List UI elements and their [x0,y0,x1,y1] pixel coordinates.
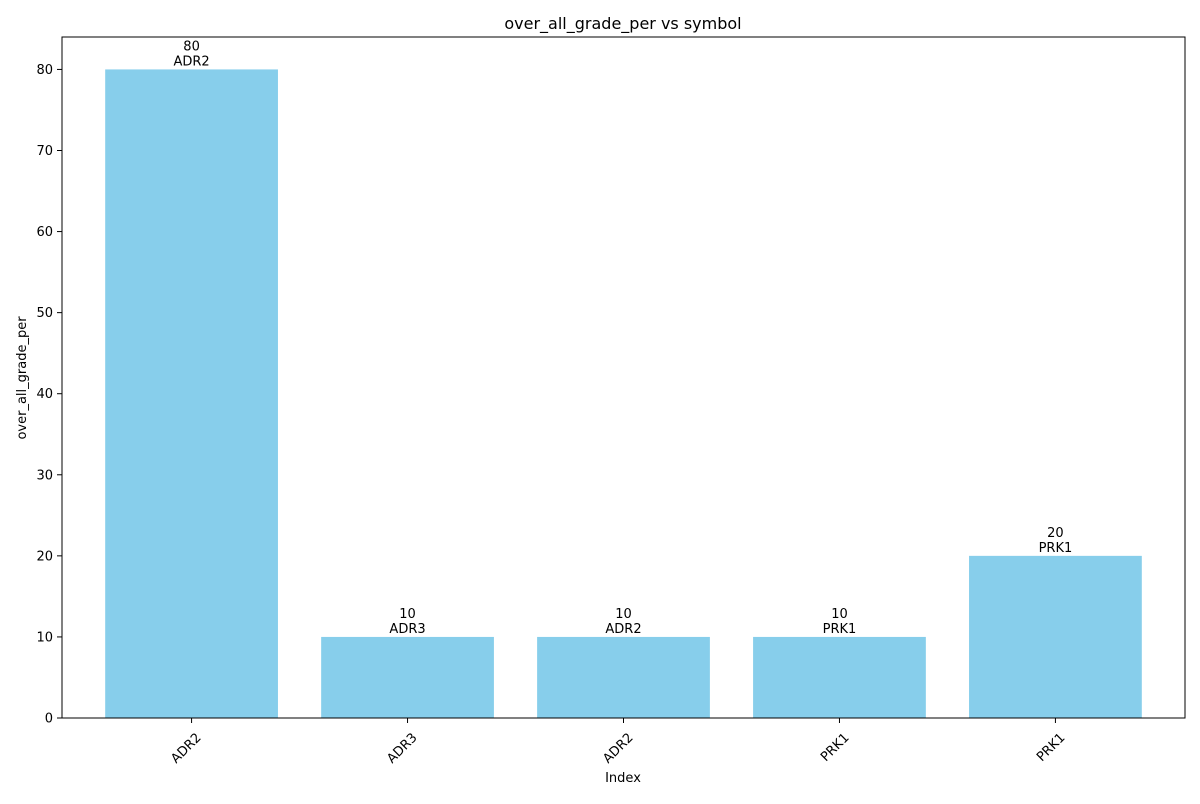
bar-value-label-2: 10 [615,607,632,622]
y-tick-label-6: 60 [36,225,53,240]
bar-symbol-label-2: ADR2 [605,622,641,637]
y-tick-label-7: 70 [36,144,53,159]
y-tick-label-8: 80 [36,63,53,78]
bar-value-label-1: 10 [399,607,416,622]
y-tick-label-1: 10 [36,630,53,645]
bar-1 [321,636,494,718]
bar-2 [537,636,710,718]
y-axis-ticks: 0 10 20 30 40 50 60 70 80 [36,63,62,727]
y-tick-label-0: 0 [45,712,53,727]
y-tick-label-3: 30 [36,468,53,483]
chart-title: over_all_grade_per vs symbol [504,14,741,34]
bar-symbol-label-1: ADR3 [389,622,425,637]
x-tick-label-3: PRK1 [818,730,852,764]
bar-0 [105,69,278,718]
bar-value-label-0: 80 [183,39,200,54]
y-tick-label-2: 20 [36,549,53,564]
bar-4 [969,555,1142,718]
x-tick-label-4: PRK1 [1034,730,1068,764]
bar-3 [753,636,926,718]
bar-value-label-4: 20 [1047,526,1064,541]
y-axis-label: over_all_grade_per [15,316,30,440]
x-axis-ticks: ADR2 ADR3 ADR2 PRK1 PRK1 [168,718,1068,767]
x-tick-label-2: ADR2 [600,730,636,766]
x-tick-label-1: ADR3 [384,730,420,766]
x-tick-label-0: ADR2 [168,730,204,766]
plot-frame [61,36,1186,719]
bar-symbol-label-0: ADR2 [173,54,209,69]
bar-symbol-label-4: PRK1 [1039,541,1073,556]
y-tick-label-4: 40 [36,387,53,402]
y-tick-label-5: 50 [36,306,53,321]
bar-symbol-label-3: PRK1 [823,622,857,637]
bars-layer [105,69,1142,718]
x-axis-label: Index [605,771,641,786]
bar-value-label-3: 10 [831,607,848,622]
